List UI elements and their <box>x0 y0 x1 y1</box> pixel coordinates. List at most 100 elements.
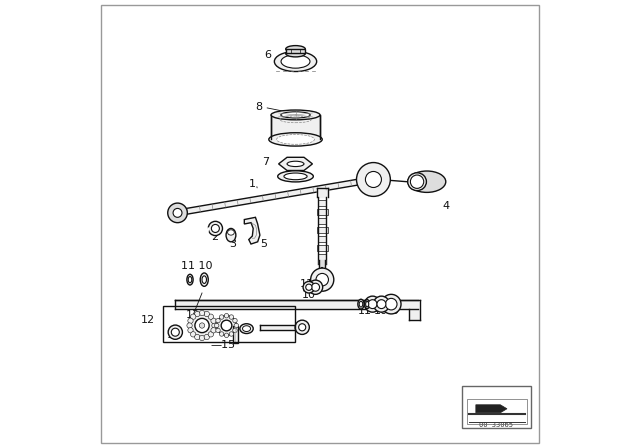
Circle shape <box>208 221 223 236</box>
Circle shape <box>199 323 205 328</box>
Circle shape <box>216 328 220 332</box>
Circle shape <box>208 332 214 337</box>
Circle shape <box>312 283 319 291</box>
Circle shape <box>410 175 424 188</box>
Text: 6: 6 <box>264 50 271 60</box>
Polygon shape <box>476 405 507 413</box>
Text: 9: 9 <box>391 306 398 316</box>
Bar <box>233 326 238 343</box>
Ellipse shape <box>284 173 307 180</box>
Circle shape <box>187 323 192 328</box>
Circle shape <box>373 296 390 312</box>
Ellipse shape <box>278 171 314 182</box>
Circle shape <box>233 319 237 323</box>
Text: 10: 10 <box>373 306 387 316</box>
Bar <box>318 200 326 206</box>
Text: 13: 13 <box>186 310 200 320</box>
Circle shape <box>306 284 312 290</box>
Ellipse shape <box>287 161 304 167</box>
Circle shape <box>204 311 209 317</box>
Circle shape <box>199 335 205 340</box>
Circle shape <box>168 203 188 223</box>
Circle shape <box>356 163 390 196</box>
Text: 8: 8 <box>255 102 262 112</box>
Circle shape <box>233 328 237 332</box>
Circle shape <box>224 333 228 337</box>
Circle shape <box>220 332 224 336</box>
Circle shape <box>211 327 216 333</box>
Text: 14: 14 <box>166 330 180 340</box>
Circle shape <box>221 320 232 331</box>
Text: 7: 7 <box>262 157 269 167</box>
Text: 10: 10 <box>314 279 328 289</box>
Bar <box>463 386 531 428</box>
Circle shape <box>199 310 205 316</box>
Circle shape <box>191 332 196 337</box>
Circle shape <box>189 313 214 338</box>
Ellipse shape <box>408 171 446 192</box>
Circle shape <box>195 334 200 340</box>
Ellipse shape <box>359 301 363 307</box>
Circle shape <box>229 315 234 319</box>
Circle shape <box>295 320 309 334</box>
Circle shape <box>299 324 306 331</box>
Circle shape <box>211 224 220 233</box>
Circle shape <box>385 298 397 310</box>
Circle shape <box>234 323 239 328</box>
Ellipse shape <box>281 112 310 118</box>
Circle shape <box>172 328 179 336</box>
Polygon shape <box>177 177 374 216</box>
Text: —15: —15 <box>211 340 236 350</box>
Ellipse shape <box>269 133 322 146</box>
Ellipse shape <box>358 299 364 309</box>
Circle shape <box>316 273 328 286</box>
Circle shape <box>188 318 193 323</box>
Text: 1: 1 <box>249 179 256 189</box>
Circle shape <box>303 281 315 293</box>
Circle shape <box>173 208 182 217</box>
Ellipse shape <box>188 276 192 283</box>
Text: 00 33065: 00 33065 <box>479 422 513 428</box>
Circle shape <box>214 323 219 328</box>
Polygon shape <box>285 49 305 53</box>
Circle shape <box>308 280 323 294</box>
Circle shape <box>310 268 334 291</box>
Bar <box>318 254 326 260</box>
Ellipse shape <box>285 46 305 52</box>
Text: 5: 5 <box>260 239 267 249</box>
Text: 10: 10 <box>302 290 316 300</box>
Ellipse shape <box>240 324 253 333</box>
Circle shape <box>217 316 236 335</box>
Circle shape <box>381 294 401 314</box>
Circle shape <box>220 315 224 319</box>
Text: 12: 12 <box>141 315 155 325</box>
Ellipse shape <box>226 228 236 242</box>
Text: 4: 4 <box>442 201 449 211</box>
Circle shape <box>168 325 182 339</box>
Circle shape <box>377 300 386 309</box>
Bar <box>467 399 527 424</box>
Circle shape <box>365 296 381 312</box>
Circle shape <box>365 172 381 188</box>
Ellipse shape <box>285 50 305 57</box>
Circle shape <box>212 323 217 328</box>
Circle shape <box>229 332 234 336</box>
Circle shape <box>204 334 209 340</box>
Bar <box>318 236 326 242</box>
Circle shape <box>188 327 193 333</box>
Bar <box>318 218 326 224</box>
Circle shape <box>191 314 196 319</box>
Text: 3: 3 <box>230 239 237 249</box>
Bar <box>317 227 328 233</box>
Ellipse shape <box>365 302 369 307</box>
Ellipse shape <box>271 110 320 120</box>
Ellipse shape <box>202 276 207 284</box>
Ellipse shape <box>200 273 208 286</box>
Bar <box>317 245 328 251</box>
Bar <box>163 306 294 342</box>
Ellipse shape <box>408 173 426 190</box>
Polygon shape <box>244 217 260 244</box>
Ellipse shape <box>365 300 370 309</box>
Text: 11: 11 <box>300 279 314 289</box>
Circle shape <box>224 314 228 318</box>
